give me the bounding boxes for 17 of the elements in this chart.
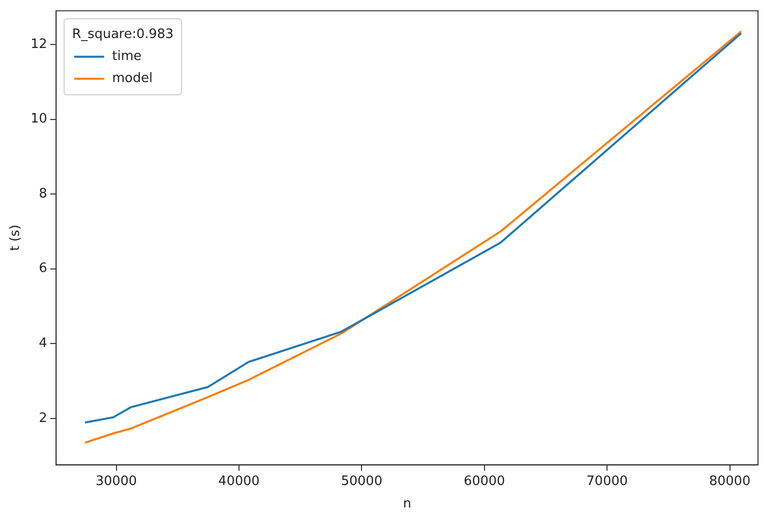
y-tick-label: 12 bbox=[30, 36, 48, 52]
legend-title: R_square:0.983 bbox=[72, 27, 174, 42]
legend-label: time bbox=[112, 49, 142, 64]
y-tick-label: 2 bbox=[38, 410, 48, 426]
y-tick-label: 8 bbox=[38, 186, 48, 202]
y-tick-label: 6 bbox=[38, 261, 48, 276]
y-tick-label: 10 bbox=[30, 112, 48, 127]
x-tick-label: 40000 bbox=[218, 474, 260, 489]
x-tick-label: 70000 bbox=[586, 474, 628, 489]
x-tick-label: 60000 bbox=[464, 474, 506, 489]
x-tick-label: 30000 bbox=[96, 474, 137, 489]
legend-label: model bbox=[112, 71, 153, 86]
x-tick-label: 80000 bbox=[709, 474, 750, 489]
x-tick-label: 50000 bbox=[340, 474, 382, 489]
x-axis-title: n bbox=[402, 496, 412, 512]
y-axis-title: t (s) bbox=[8, 224, 24, 251]
y-tick-label: 4 bbox=[38, 336, 48, 352]
